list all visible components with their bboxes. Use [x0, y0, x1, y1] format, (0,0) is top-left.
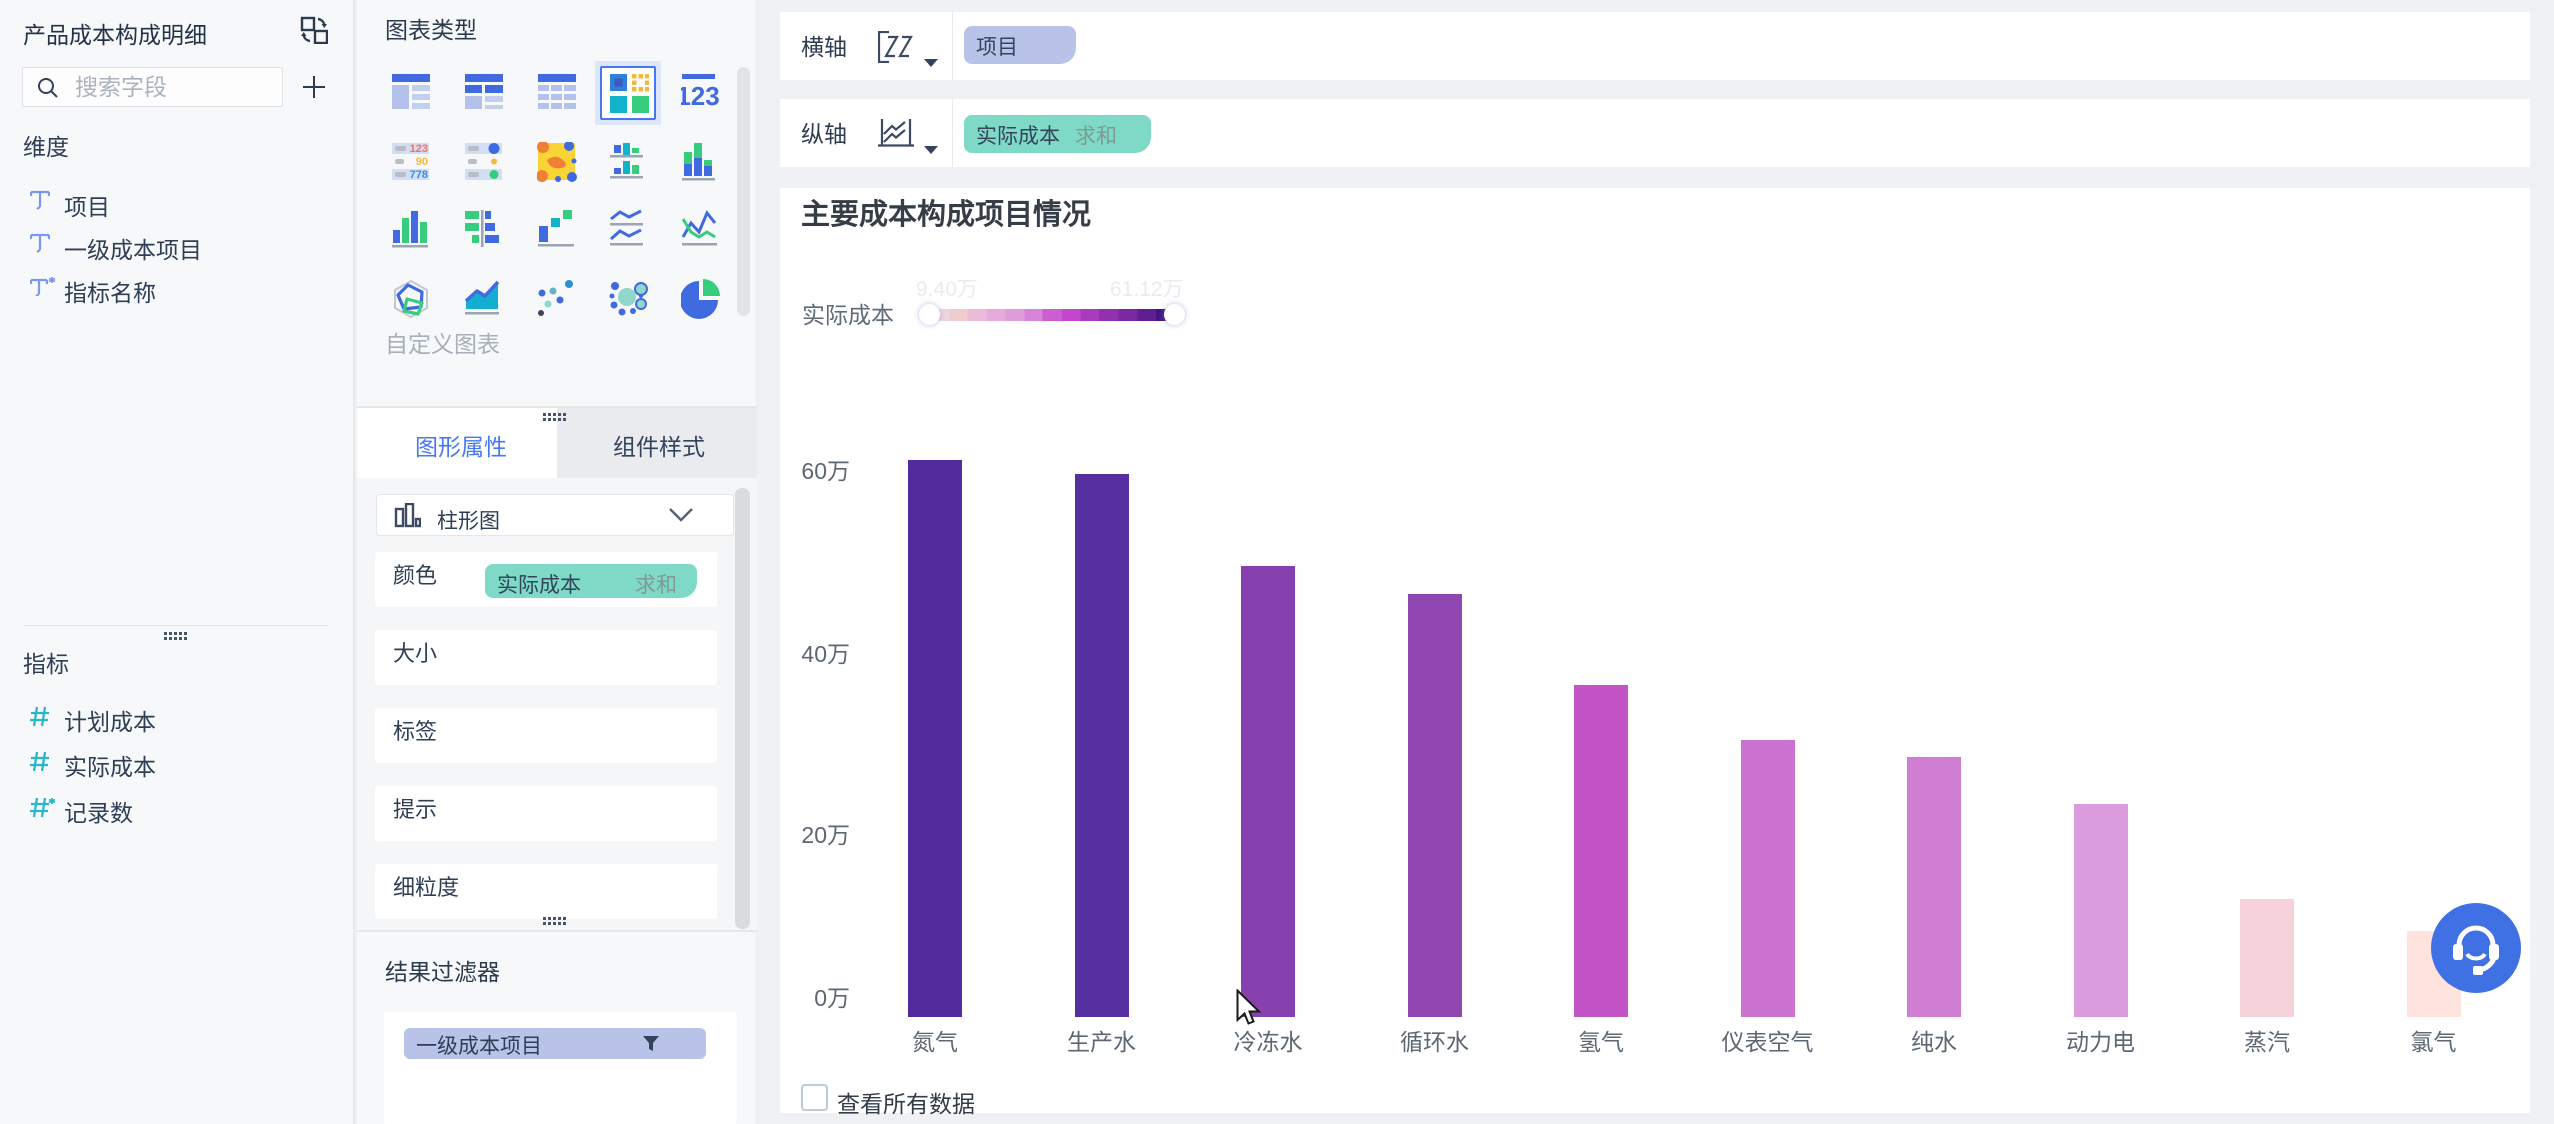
svg-text:90: 90: [416, 156, 428, 168]
svg-text:778: 778: [410, 169, 428, 181]
svg-text:123: 123: [681, 81, 720, 111]
svg-text:123: 123: [410, 143, 428, 155]
